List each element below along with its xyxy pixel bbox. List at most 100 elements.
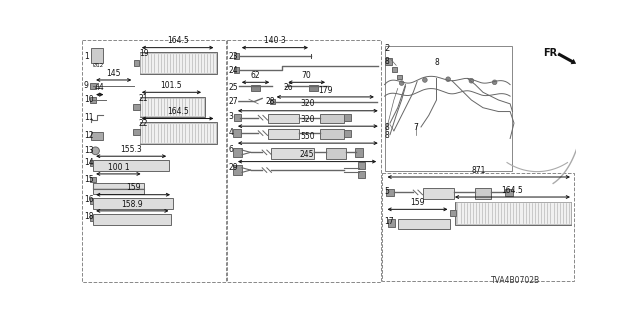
Bar — [140, 98, 204, 116]
Bar — [234, 53, 239, 59]
Bar — [140, 97, 205, 117]
Text: 320: 320 — [301, 115, 315, 124]
Bar — [91, 48, 103, 63]
Circle shape — [492, 80, 497, 84]
Text: 29: 29 — [229, 163, 239, 172]
Bar — [93, 183, 143, 194]
Bar — [93, 198, 173, 209]
Bar — [268, 129, 298, 139]
Text: 164.5: 164.5 — [167, 36, 189, 45]
Bar — [227, 40, 381, 283]
Bar — [358, 171, 365, 178]
Bar — [270, 99, 275, 104]
Text: 14: 14 — [84, 158, 93, 167]
Text: 10: 10 — [84, 95, 93, 104]
Text: 2: 2 — [385, 44, 390, 53]
Bar — [456, 203, 571, 224]
Text: TVA4B0702B: TVA4B0702B — [491, 276, 540, 284]
Bar — [90, 198, 96, 204]
Text: 1: 1 — [84, 52, 88, 61]
Text: 44: 44 — [95, 83, 104, 92]
Bar — [397, 219, 451, 229]
Text: 140 3: 140 3 — [264, 36, 286, 45]
Text: 6: 6 — [229, 145, 234, 154]
Text: 320: 320 — [301, 100, 315, 108]
Text: 13: 13 — [84, 146, 93, 155]
Bar — [234, 129, 241, 137]
Text: 4: 4 — [229, 128, 234, 137]
Bar — [134, 104, 140, 110]
Bar — [506, 188, 513, 196]
Text: 8: 8 — [385, 131, 389, 140]
Bar — [140, 53, 216, 73]
Text: Ø12: Ø12 — [92, 63, 104, 68]
Bar — [90, 215, 96, 220]
Text: 28: 28 — [266, 97, 275, 106]
Bar — [308, 84, 318, 91]
Bar — [320, 129, 344, 139]
Text: 159: 159 — [126, 183, 140, 192]
Text: 164.5: 164.5 — [167, 107, 189, 116]
Text: 19: 19 — [139, 49, 148, 58]
Circle shape — [399, 81, 404, 85]
Text: 7: 7 — [413, 123, 418, 132]
Bar — [385, 59, 392, 65]
Bar — [326, 148, 346, 158]
Text: 145: 145 — [106, 69, 121, 78]
Text: 26: 26 — [283, 83, 292, 92]
Text: 101.5: 101.5 — [161, 81, 182, 90]
Bar — [140, 123, 216, 143]
Bar — [386, 188, 394, 196]
Bar — [320, 114, 344, 123]
Bar — [90, 84, 96, 89]
Bar — [93, 160, 169, 171]
Bar — [450, 210, 456, 216]
Text: 18: 18 — [84, 212, 93, 221]
Bar — [422, 188, 454, 198]
Text: 8: 8 — [434, 58, 439, 67]
Text: 159: 159 — [410, 198, 425, 207]
Circle shape — [422, 78, 428, 82]
Bar — [392, 67, 397, 71]
Text: 8: 8 — [385, 123, 389, 132]
Text: 16: 16 — [84, 196, 93, 204]
Bar — [93, 214, 172, 225]
Bar — [455, 202, 572, 225]
Bar — [90, 160, 96, 166]
Text: 158.9: 158.9 — [122, 200, 143, 209]
Bar — [250, 84, 260, 91]
Text: 15: 15 — [84, 175, 93, 184]
Text: 245: 245 — [300, 150, 314, 159]
Circle shape — [446, 77, 451, 82]
Bar — [233, 148, 242, 157]
Bar — [344, 114, 351, 121]
Text: 23: 23 — [229, 52, 239, 61]
Bar — [140, 52, 217, 74]
Text: 179: 179 — [318, 86, 333, 95]
Text: 164.5: 164.5 — [502, 186, 524, 195]
Bar — [271, 148, 314, 158]
Bar — [134, 129, 140, 135]
Circle shape — [469, 78, 474, 83]
Text: 21: 21 — [139, 94, 148, 103]
Text: 155.3: 155.3 — [120, 145, 142, 154]
Bar — [358, 162, 365, 169]
Text: 8: 8 — [385, 57, 389, 66]
Bar — [388, 219, 396, 227]
Text: 24: 24 — [229, 66, 239, 75]
Text: 17: 17 — [385, 217, 394, 226]
Bar — [90, 97, 96, 103]
Bar — [344, 130, 351, 137]
Bar — [355, 148, 364, 156]
Text: 12: 12 — [84, 131, 93, 140]
Bar — [476, 188, 491, 198]
Bar — [91, 132, 103, 140]
Text: 550: 550 — [301, 132, 315, 141]
Text: 3: 3 — [229, 112, 234, 121]
Bar — [234, 114, 241, 121]
Bar — [134, 60, 140, 66]
Text: 25: 25 — [229, 83, 239, 92]
Bar — [268, 114, 298, 123]
Bar — [140, 122, 217, 144]
FancyArrow shape — [557, 52, 576, 64]
